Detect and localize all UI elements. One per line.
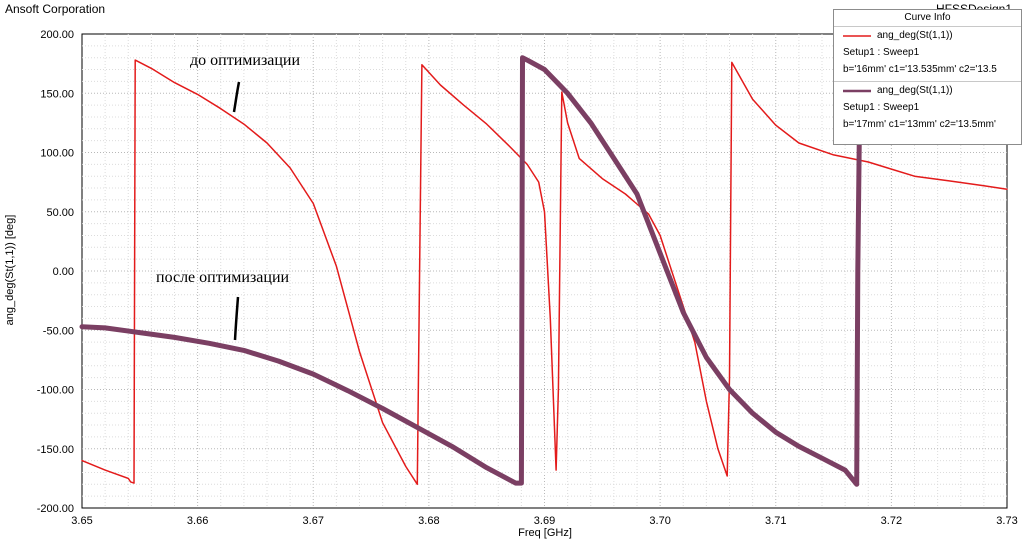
series-line-after-optimization (79, 55, 863, 487)
legend-expression: ang_deg(St(1,1)) (877, 30, 953, 41)
x-tick-label: 3.69 (534, 515, 555, 527)
legend-entry-before[interactable]: ang_deg(St(1,1)) Setup1 : Sweep1 b='16mm… (834, 27, 1021, 82)
y-tick-label: 150.00 (40, 88, 74, 100)
legend-setup: Setup1 : Sweep1 (843, 47, 920, 58)
x-tick-label: 3.73 (996, 515, 1017, 527)
x-tick-label: 3.65 (71, 515, 92, 527)
annotation-after-optimization: после оптимизации (156, 269, 290, 286)
annotation-before-optimization: до оптимизации (190, 52, 301, 69)
legend-params: b='16mm' c1='13.535mm' c2='13.5 (843, 64, 997, 75)
company-title: Ansoft Corporation (5, 2, 106, 16)
x-tick-label: 3.67 (303, 515, 324, 527)
x-tick-label: 3.72 (881, 515, 902, 527)
legend-swatch-red (843, 34, 871, 37)
y-tick-label: -200.00 (37, 503, 74, 515)
x-tick-label: 3.70 (649, 515, 670, 527)
legend-title: Curve Info (834, 10, 1021, 27)
x-axis-label: Freq [GHz] (518, 527, 572, 539)
series-lines (79, 55, 1008, 487)
legend-params: b='17mm' c1='13mm' c2='13.5mm' (843, 119, 996, 130)
y-tick-label: 50.00 (46, 207, 74, 219)
legend-setup: Setup1 : Sweep1 (843, 102, 920, 113)
y-axis-label: ang_deg(St(1,1)) [deg] (4, 214, 16, 326)
y-tick-label: -50.00 (43, 325, 74, 337)
curve-info-legend[interactable]: Curve Info ang_deg(St(1,1)) Setup1 : Swe… (833, 9, 1022, 145)
y-tick-label: 100.00 (40, 148, 74, 160)
series-line-before-optimization (81, 59, 1008, 486)
grid-lines (82, 34, 1007, 508)
y-tick-label: -150.00 (37, 444, 74, 456)
legend-expression: ang_deg(St(1,1)) (877, 85, 953, 96)
y-tick-label: 0.00 (53, 266, 74, 278)
legend-swatch-purple (843, 89, 871, 92)
legend-entry-after[interactable]: ang_deg(St(1,1)) Setup1 : Sweep1 b='17mm… (834, 82, 1021, 136)
x-tick-label: 3.66 (187, 515, 208, 527)
x-tick-label: 3.68 (418, 515, 439, 527)
tick-labels: 3.65 3.66 3.67 3.68 3.69 3.70 3.71 3.72 3.73 200.… (37, 29, 1018, 527)
y-tick-label: -100.00 (37, 385, 74, 397)
y-tick-label: 200.00 (40, 29, 74, 41)
x-tick-label: 3.71 (765, 515, 786, 527)
